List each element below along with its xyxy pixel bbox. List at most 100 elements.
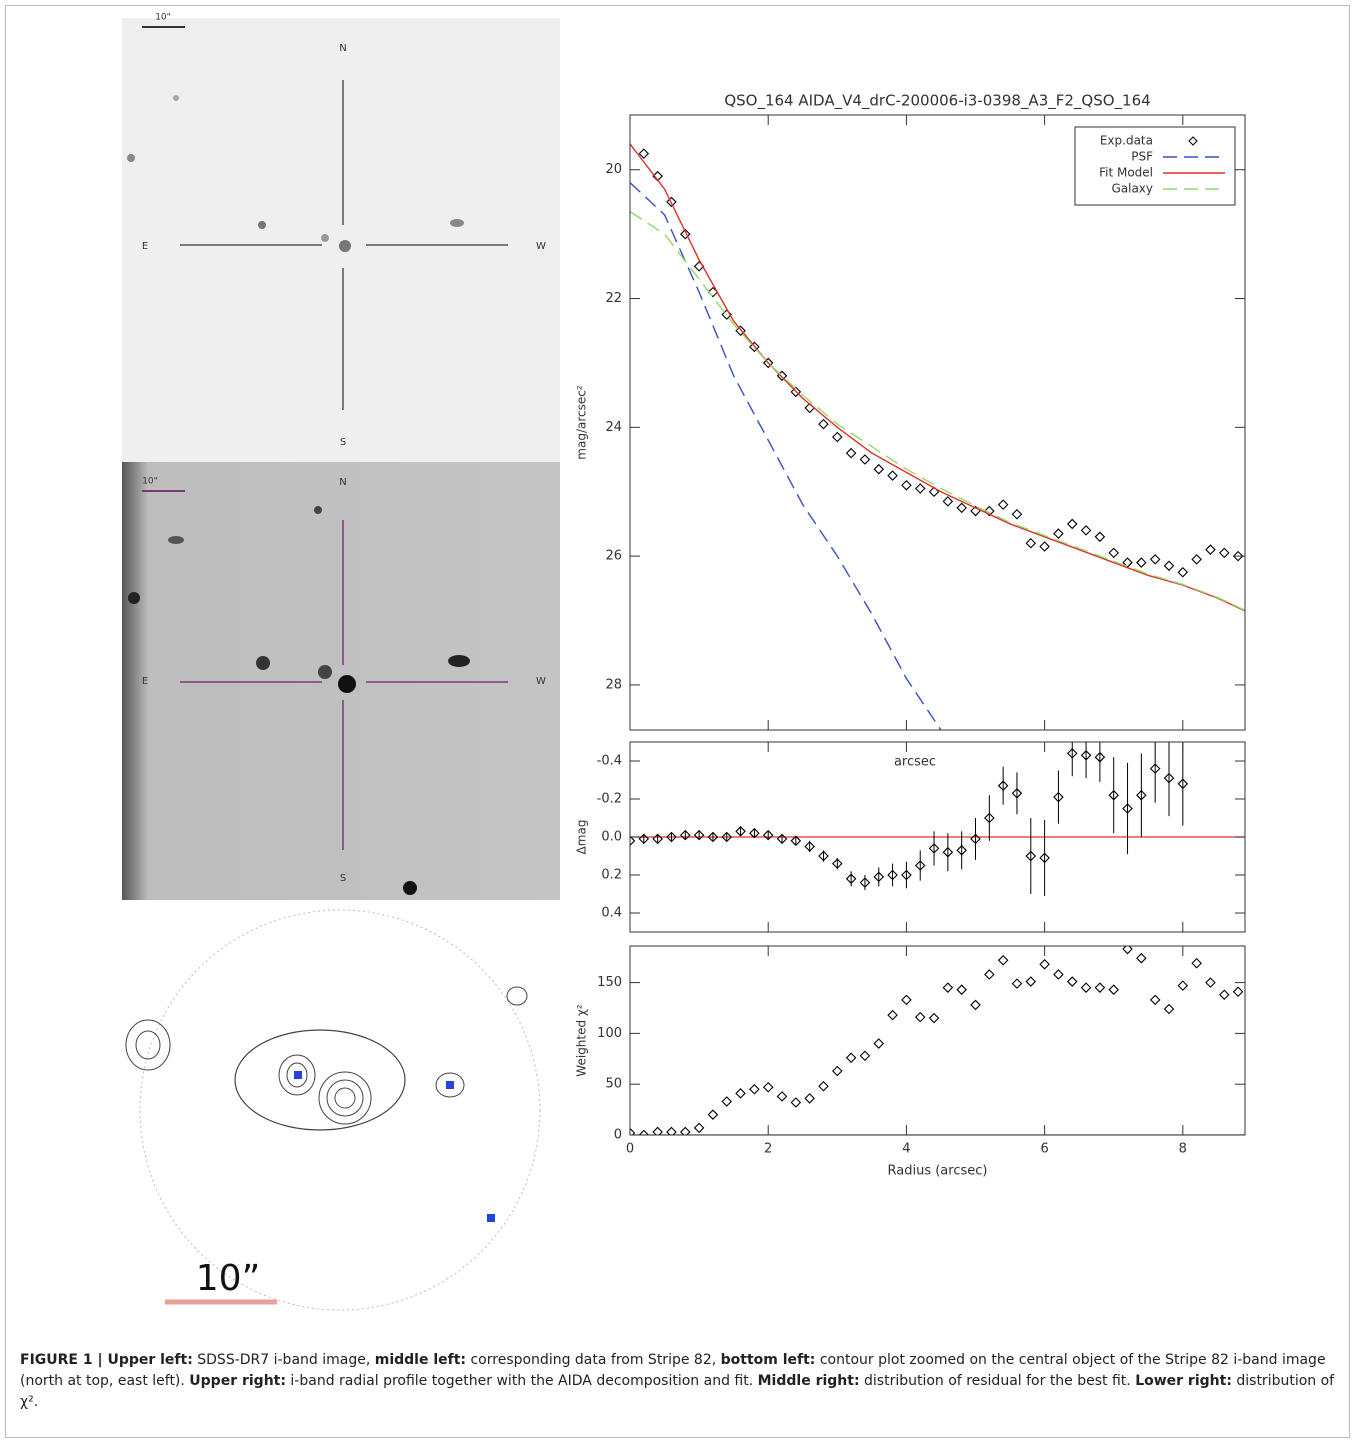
- caption-text: distribution of χ².: [20, 1373, 1335, 1410]
- data-point: [693, 829, 705, 841]
- scale-label: 10": [155, 13, 171, 23]
- x-tick-label: 0: [626, 1142, 634, 1157]
- y-tick-label: 100: [597, 1026, 622, 1041]
- data-point: [956, 502, 967, 514]
- data-point: [1066, 976, 1078, 987]
- legend-label: Exp.data: [1100, 134, 1153, 148]
- data-point: [776, 833, 788, 845]
- data-point: [804, 1093, 815, 1104]
- west-label: W: [536, 676, 546, 687]
- data-point: [1191, 957, 1202, 969]
- data-point: [859, 877, 871, 888]
- data-point: [721, 831, 733, 843]
- legend-label: Fit Model: [1099, 166, 1153, 180]
- data-point: [942, 982, 954, 993]
- data-point: [984, 505, 995, 517]
- y-tick-label: -0.4: [597, 754, 622, 769]
- caption-text: Lower right:: [1135, 1373, 1232, 1389]
- plot-frame: [629, 114, 1246, 731]
- data-point: [845, 447, 857, 459]
- caption: FIGURE 1 | Upper left: SDSS-DR7 i-band i…: [20, 1350, 1340, 1413]
- caption-text: middle left:: [374, 1352, 467, 1368]
- north-label: N: [339, 477, 346, 488]
- data-point: [1149, 763, 1161, 774]
- data-point: [1025, 537, 1037, 549]
- data-point: [1177, 980, 1189, 991]
- data-point: [914, 1011, 926, 1023]
- data-point: [1163, 560, 1175, 572]
- data-point: [901, 480, 912, 491]
- south-label: S: [340, 873, 346, 884]
- x-axis-label: Radius (arcsec): [888, 1164, 988, 1179]
- contour-image: 10”: [122, 900, 560, 1330]
- data-point: [1053, 791, 1064, 803]
- data-point: [818, 418, 829, 430]
- data-point: [1205, 977, 1216, 988]
- model-line: [630, 211, 1245, 611]
- data-point: [790, 835, 802, 847]
- data-point: [1136, 557, 1147, 568]
- data-point: [956, 984, 967, 995]
- data-point: [818, 850, 829, 862]
- data-point: [666, 196, 677, 208]
- y-tick-label: 26: [605, 549, 622, 564]
- data-point: [873, 463, 885, 475]
- figure-frame: [5, 5, 1350, 1438]
- data-point: [1039, 541, 1050, 552]
- x-tick-label: 8: [1179, 1142, 1187, 1157]
- caption-text: bottom left:: [720, 1352, 816, 1368]
- scale-label: 10": [142, 477, 158, 487]
- y-tick-label: 0.0: [601, 830, 622, 845]
- caption-text: contour plot zoomed on the central objec…: [20, 1352, 1326, 1389]
- data-point: [873, 871, 885, 883]
- plot-area: [630, 143, 1245, 730]
- y-tick-label: 0.2: [601, 868, 622, 883]
- data-point: [997, 499, 1009, 510]
- data-point: [887, 869, 898, 881]
- plot-area: [630, 742, 1245, 896]
- east-label: E: [142, 241, 148, 252]
- data-point: [804, 841, 815, 852]
- data-point: [762, 1081, 774, 1093]
- legend-label: Galaxy: [1111, 182, 1153, 196]
- data-point: [914, 860, 926, 871]
- data-point: [1011, 508, 1023, 520]
- data-point: [1232, 550, 1244, 562]
- x-tick-label: 4: [902, 1142, 910, 1157]
- data-point: [638, 833, 650, 845]
- data-point: [832, 1065, 843, 1077]
- data-point: [928, 1012, 940, 1024]
- data-point: [1218, 547, 1230, 559]
- y-tick-label: 28: [605, 677, 622, 692]
- y-tick-label: 22: [605, 291, 622, 306]
- data-point: [942, 846, 954, 858]
- data-point: [638, 1129, 650, 1135]
- data-point: [942, 496, 954, 507]
- caption-text: corresponding data from Stripe 82,: [466, 1352, 721, 1368]
- data-point: [1122, 803, 1133, 814]
- data-point: [680, 829, 691, 841]
- y-tick-label: 50: [605, 1077, 622, 1092]
- y-tick-label: 20: [605, 162, 622, 177]
- data-point: [1066, 518, 1078, 530]
- y-axis-label: Δmag: [575, 820, 589, 855]
- stripe82-image: 10" N E W S: [122, 462, 560, 900]
- y-axis-label: mag/arcsec²: [575, 385, 589, 460]
- data-point: [776, 1091, 788, 1102]
- east-label: E: [142, 676, 148, 687]
- model-line: [630, 182, 942, 730]
- data-point: [1039, 959, 1050, 970]
- data-point: [970, 833, 981, 845]
- data-point: [707, 831, 719, 843]
- x-tick-label: 2: [764, 1142, 772, 1157]
- plot-frame: [629, 945, 1246, 1136]
- data-point: [1080, 982, 1092, 993]
- legend-label: PSF: [1131, 150, 1153, 164]
- data-point: [1011, 788, 1023, 799]
- data-point: [652, 833, 663, 845]
- data-point: [901, 869, 912, 881]
- data-point: [1025, 976, 1037, 987]
- data-point: [970, 999, 981, 1011]
- data-point: [638, 148, 650, 159]
